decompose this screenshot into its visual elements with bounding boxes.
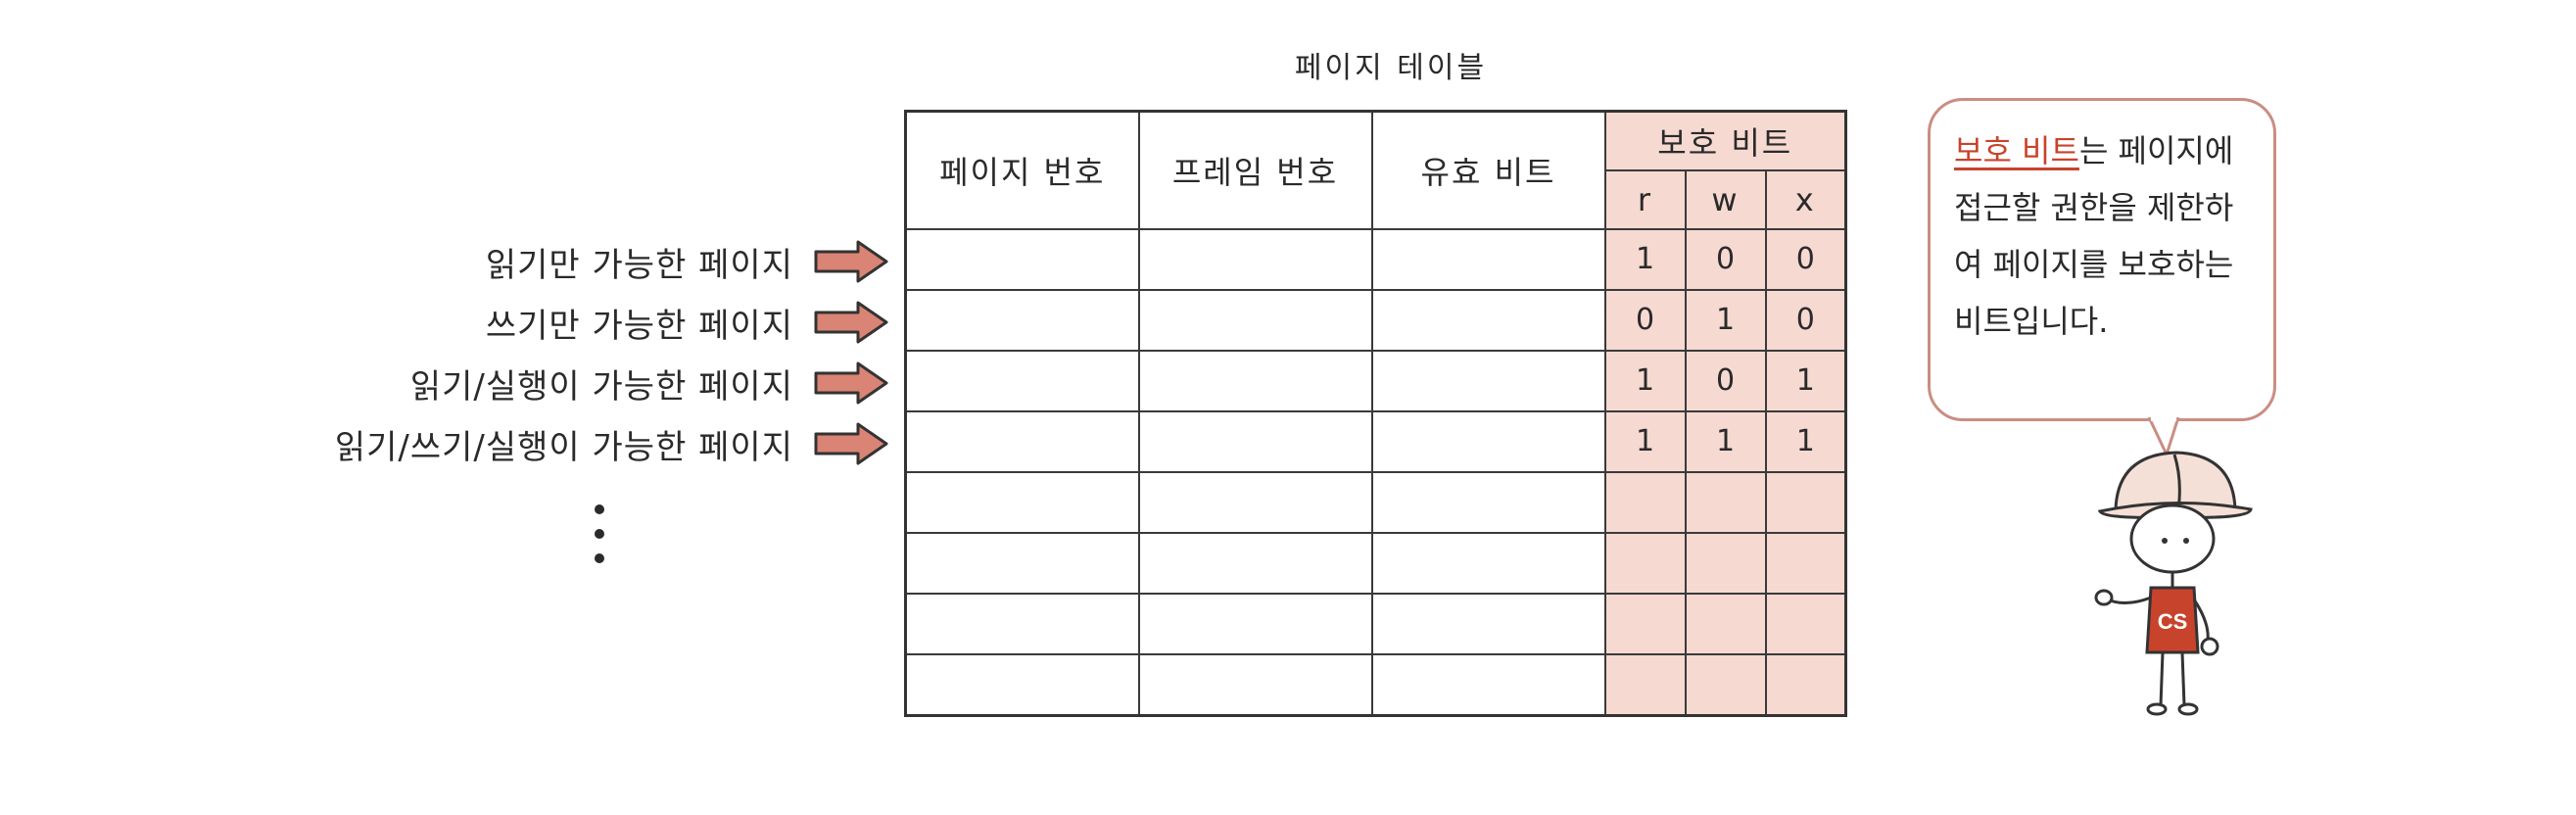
bubble-text: 는 페이지에 접근할 권한을 제한하여 페이지를 보호하는 비트입니다. <box>1954 132 2234 340</box>
cell-bit-x <box>1764 592 1847 655</box>
cell-bit-r: 1 <box>1603 349 1687 412</box>
cell-bit-r <box>1603 470 1687 534</box>
row-label: 읽기/실행이 가능한 페이지 <box>409 366 793 407</box>
cell-frame-number <box>1137 470 1373 534</box>
cell-frame-number <box>1137 652 1373 716</box>
cell-valid-bit <box>1370 531 1606 595</box>
cell-valid-bit <box>1370 288 1606 352</box>
cell-page-number <box>904 409 1140 473</box>
cell-bit-w <box>1684 531 1767 595</box>
cell-page-number <box>904 227 1140 291</box>
row-label: 읽기/쓰기/실행이 가능한 페이지 <box>334 427 793 467</box>
cell-bit-r <box>1603 652 1687 716</box>
cell-bit-r: 0 <box>1603 288 1687 352</box>
cell-bit-r <box>1603 592 1687 655</box>
cell-bit-x <box>1764 531 1847 595</box>
cell-bit-w: 1 <box>1684 288 1767 352</box>
cell-bit-w <box>1684 592 1767 655</box>
cell-bit-w: 0 <box>1684 227 1767 291</box>
cell-bit-x: 1 <box>1764 409 1847 473</box>
cell-page-number <box>904 531 1140 595</box>
table-row <box>904 470 1847 534</box>
cell-page-number <box>904 652 1140 716</box>
arrow-right-icon <box>814 301 888 344</box>
arrow-right-icon <box>814 361 888 405</box>
cell-frame-number <box>1137 349 1373 412</box>
cell-page-number <box>904 592 1140 655</box>
header-protection-bit: 보호 비트 <box>1603 110 1847 171</box>
cell-valid-bit <box>1370 227 1606 291</box>
cs-character-illustration: CS <box>2094 451 2253 716</box>
header-valid-bit: 유효 비트 <box>1370 110 1606 230</box>
cell-frame-number <box>1137 592 1373 655</box>
cell-bit-x <box>1764 470 1847 534</box>
cell-bit-r: 1 <box>1603 227 1687 291</box>
table-title: 페이지 테이블 <box>1294 51 1488 85</box>
cell-page-number <box>904 470 1140 534</box>
bubble-highlight: 보호 비트 <box>1954 132 2079 169</box>
cell-frame-number <box>1137 531 1373 595</box>
header-bit-r: r <box>1603 168 1687 230</box>
row-label: 읽기만 가능한 페이지 <box>485 245 793 285</box>
cell-valid-bit <box>1370 409 1606 473</box>
cell-bit-r <box>1603 531 1687 595</box>
cell-valid-bit <box>1370 592 1606 655</box>
table-row <box>904 592 1847 655</box>
table-row <box>904 652 1847 716</box>
cell-valid-bit <box>1370 349 1606 412</box>
header-page-number: 페이지 번호 <box>904 110 1140 230</box>
cell-bit-x: 0 <box>1764 227 1847 291</box>
cell-bit-x <box>1764 652 1847 716</box>
cell-bit-x: 0 <box>1764 288 1847 352</box>
cell-bit-w: 1 <box>1684 409 1767 473</box>
cell-bit-w <box>1684 470 1767 534</box>
shirt-text: CS <box>2158 609 2188 634</box>
header-frame-number: 프레임 번호 <box>1137 110 1373 230</box>
ellipsis-icon <box>595 504 604 563</box>
header-bit-w: w <box>1684 168 1767 230</box>
cell-valid-bit <box>1370 470 1606 534</box>
header-bit-x: x <box>1764 168 1847 230</box>
cell-frame-number <box>1137 288 1373 352</box>
cell-bit-r: 1 <box>1603 409 1687 473</box>
arrow-right-icon <box>814 422 888 465</box>
cell-frame-number <box>1137 227 1373 291</box>
cell-bit-w: 0 <box>1684 349 1767 412</box>
cell-page-number <box>904 288 1140 352</box>
cell-frame-number <box>1137 409 1373 473</box>
table-row <box>904 531 1847 595</box>
cell-bit-w <box>1684 652 1767 716</box>
cell-bit-x: 1 <box>1764 349 1847 412</box>
speech-bubble: 보호 비트는 페이지에 접근할 권한을 제한하여 페이지를 보호하는 비트입니다… <box>1928 98 2276 421</box>
cell-page-number <box>904 349 1140 412</box>
arrow-right-icon <box>814 240 888 283</box>
row-label: 쓰기만 가능한 페이지 <box>485 306 793 346</box>
cell-valid-bit <box>1370 652 1606 716</box>
